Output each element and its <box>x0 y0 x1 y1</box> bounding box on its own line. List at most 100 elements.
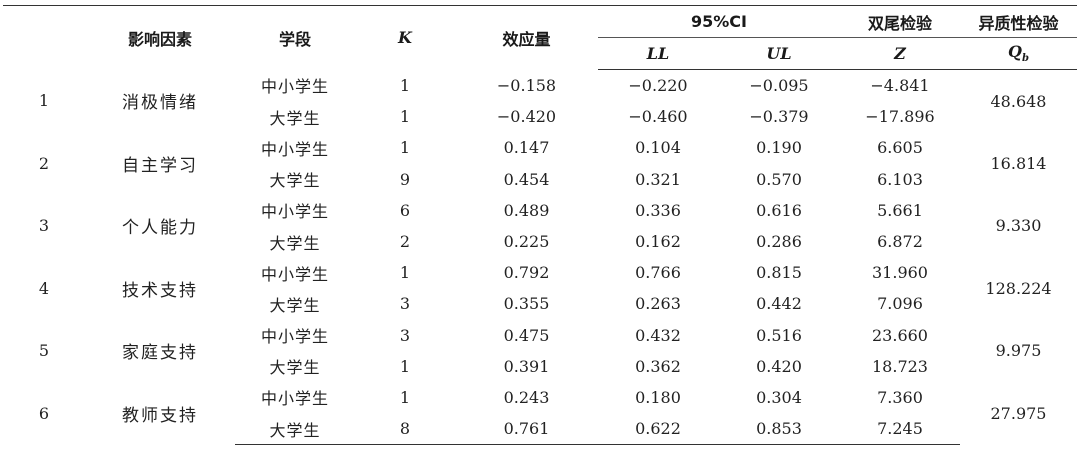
col-header-k: K <box>355 5 455 70</box>
cell-z: 6.872 <box>877 232 923 252</box>
cell-z: 31.960 <box>872 263 928 283</box>
cell-z: 7.245 <box>840 413 960 446</box>
cell-heterogeneity-qb: 16.814 <box>990 154 1047 174</box>
cell-stage: 中小学生 <box>260 139 329 159</box>
cell-heterogeneity-qb: 9.975 <box>995 341 1042 361</box>
cell-upper-limit: 0.570 <box>756 169 802 189</box>
cell-k: 1 <box>399 107 411 127</box>
table-row: 大学生 1 0.391 0.362 0.420 18.723 <box>3 351 1077 382</box>
col-header-q-subscript: b <box>1021 53 1029 65</box>
cell-stage: 中小学生 <box>260 77 329 97</box>
cell-stage: 大学生 <box>269 295 321 315</box>
cell-effect-size: 0.225 <box>503 232 550 252</box>
cell-effect-size: 0.489 <box>503 200 550 220</box>
cell-lower-limit: −0.220 <box>628 76 688 96</box>
table-row: 大学生 2 0.225 0.162 0.286 6.872 <box>3 226 1077 257</box>
cell-heterogeneity-qb: 48.648 <box>990 91 1047 111</box>
cell-effect-size: 0.454 <box>503 169 550 189</box>
cell-effect-size: 0.147 <box>503 138 550 158</box>
cell-effect-size: 0.355 <box>503 294 550 314</box>
cell-upper-limit: −0.379 <box>749 107 809 127</box>
cell-stage: 大学生 <box>269 358 321 378</box>
cell-upper-limit: 0.304 <box>756 387 802 407</box>
cell-z: 23.660 <box>872 325 928 345</box>
cell-k: 1 <box>399 263 411 283</box>
cell-k: 2 <box>399 232 411 252</box>
table-row: 2 自主学习 中小学生 1 0.147 0.104 0.190 6.605 16.814 <box>3 132 1077 176</box>
header-row: 影响因素 学段 K 效应量 95%CI 双尾检验 异质性检验 <box>3 5 1077 70</box>
table-row: 3 个人能力 中小学生 6 0.489 0.336 0.616 5.661 9.330 <box>3 195 1077 239</box>
cell-heterogeneity-qb: 128.224 <box>985 278 1052 298</box>
table-row: 4 技术支持 中小学生 1 0.792 0.766 0.815 31.960 128.224 <box>3 257 1077 301</box>
cell-lower-limit: 0.362 <box>635 356 681 376</box>
cell-lower-limit: 0.180 <box>635 387 681 407</box>
cell-k: 1 <box>399 356 411 376</box>
col-header-ul: UL <box>718 37 840 70</box>
cell-k: 1 <box>399 75 411 95</box>
col-header-z: Z <box>840 37 960 70</box>
cell-no: 2 <box>38 154 50 174</box>
cell-z: 6.103 <box>877 169 923 189</box>
cell-factor: 技术支持 <box>122 280 198 301</box>
cell-no: 1 <box>38 91 50 111</box>
cell-stage: 中小学生 <box>260 389 329 409</box>
cell-lower-limit: 0.263 <box>635 294 681 314</box>
cell-effect-size: −0.158 <box>496 75 557 95</box>
cell-k: 1 <box>399 138 411 158</box>
cell-effect-size: 0.761 <box>455 413 598 446</box>
cell-z: −17.896 <box>865 107 935 127</box>
cell-effect-size: 0.475 <box>503 325 550 345</box>
cell-upper-limit: 0.442 <box>756 294 802 314</box>
table-body: 1 消极情绪 中小学生 1 −0.158 −0.220 −0.095 −4.841 48.648… <box>3 70 1077 446</box>
cell-stage: 中小学生 <box>260 202 329 222</box>
cell-k: 8 <box>355 413 455 446</box>
cell-effect-size: −0.420 <box>496 107 557 127</box>
cell-upper-limit: 0.420 <box>756 356 802 376</box>
cell-lower-limit: 0.336 <box>635 200 681 220</box>
cell-k: 1 <box>399 387 411 407</box>
col-header-ci-group: 95%CI <box>598 5 840 38</box>
cell-lower-limit: −0.460 <box>628 107 688 127</box>
col-header-stage: 学段 <box>235 5 355 70</box>
cell-lower-limit: 0.766 <box>635 263 681 283</box>
table-row: 1 消极情绪 中小学生 1 −0.158 −0.220 −0.095 −4.841 48.648 <box>3 70 1077 114</box>
col-header-qb: Qb <box>960 37 1077 70</box>
cell-z: 5.661 <box>877 200 923 220</box>
col-header-two-tailed-test: 双尾检验 <box>840 5 960 38</box>
cell-z: 18.723 <box>872 356 928 376</box>
cell-no: 6 <box>38 403 50 423</box>
cell-upper-limit: 0.815 <box>756 263 802 283</box>
table-row: 大学生 3 0.355 0.263 0.442 7.096 <box>3 288 1077 319</box>
cell-effect-size: 0.243 <box>503 387 550 407</box>
cell-k: 6 <box>399 200 411 220</box>
cell-z: −4.841 <box>870 76 930 96</box>
cell-z: 6.605 <box>877 138 923 158</box>
cell-effect-size: 0.792 <box>503 263 550 283</box>
cell-factor: 个人能力 <box>122 218 198 239</box>
col-header-ll: LL <box>598 37 718 70</box>
table-row: 6 教师支持 中小学生 1 0.243 0.180 0.304 7.360 27.975 <box>3 382 1077 426</box>
cell-k: 3 <box>399 325 411 345</box>
cell-k: 9 <box>399 169 411 189</box>
cell-heterogeneity-qb: 27.975 <box>990 403 1047 423</box>
col-header-heterogeneity-test: 异质性检验 <box>960 5 1077 38</box>
cell-z: 7.360 <box>877 387 923 407</box>
cell-upper-limit: 0.190 <box>756 138 802 158</box>
cell-stage: 大学生 <box>269 108 321 128</box>
moderator-analysis-table: 影响因素 学段 K 效应量 95%CI 双尾检验 异质性检验 LL UL Z Q… <box>3 5 1077 446</box>
cell-factor: 消极情绪 <box>122 93 198 114</box>
cell-factor: 自主学习 <box>122 156 198 177</box>
cell-upper-limit: 0.286 <box>756 232 802 252</box>
cell-lower-limit: 0.622 <box>598 413 718 446</box>
cell-upper-limit: 0.616 <box>756 200 802 220</box>
cell-stage: 中小学生 <box>260 264 329 284</box>
cell-no: 4 <box>38 278 50 298</box>
cell-stage: 中小学生 <box>260 327 329 347</box>
cell-lower-limit: 0.104 <box>635 138 681 158</box>
cell-factor: 教师支持 <box>122 405 198 426</box>
table-row: 大学生 9 0.454 0.321 0.570 6.103 <box>3 164 1077 195</box>
cell-effect-size: 0.391 <box>503 356 550 376</box>
col-header-effect-size: 效应量 <box>455 5 598 70</box>
cell-upper-limit: 0.853 <box>718 413 840 446</box>
cell-lower-limit: 0.321 <box>635 169 681 189</box>
